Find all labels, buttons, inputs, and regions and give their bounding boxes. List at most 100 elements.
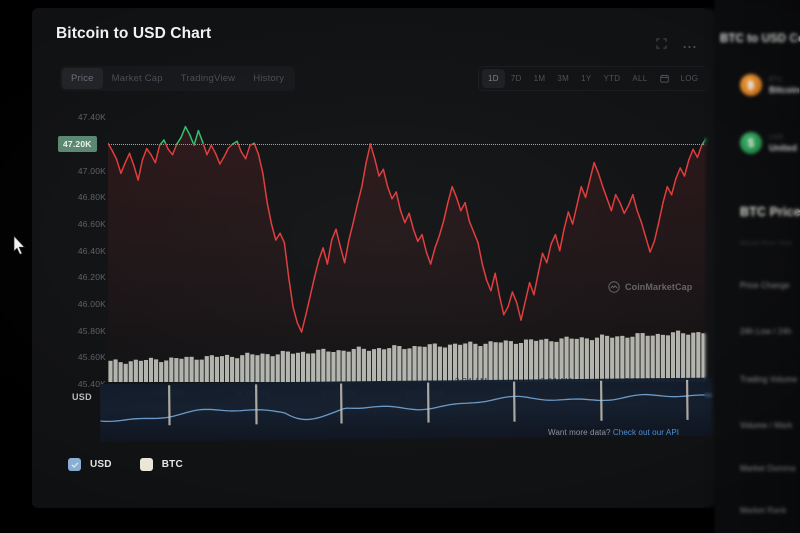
price-segment — [348, 221, 354, 241]
price-segment — [300, 313, 307, 333]
price-segment — [550, 233, 557, 245]
price-segment — [640, 221, 647, 239]
price-chart-plot[interactable] — [107, 104, 707, 384]
tab-history[interactable]: History — [253, 73, 285, 84]
y-axis-tick: 46.00K — [77, 299, 106, 309]
range-ytd[interactable]: YTD — [603, 74, 621, 83]
price-segment — [610, 193, 617, 212]
price-segment — [546, 243, 552, 264]
legend-label-usd: USD — [90, 459, 112, 470]
range-1m[interactable]: 1M — [533, 74, 546, 83]
price-segment — [275, 232, 281, 241]
legend-item-usd[interactable]: USD — [68, 458, 112, 471]
y-axis-tick: 47.00K — [77, 165, 106, 176]
price-segment — [356, 185, 363, 205]
price-segment — [159, 139, 165, 145]
chart-window-controls — [656, 36, 696, 54]
price-line-svg — [107, 125, 707, 384]
price-segment — [128, 152, 135, 167]
stat-row: Volume / Mark — [740, 421, 793, 430]
price-segment — [313, 259, 320, 279]
currency-row-usd[interactable]: $ USD United S — [740, 132, 800, 154]
price-segment — [369, 143, 376, 160]
api-callout-text: Want more data? — [548, 428, 611, 437]
tab-tradingview[interactable]: TradingView — [180, 73, 236, 84]
price-segment — [627, 193, 634, 207]
price-segment — [460, 201, 466, 212]
tab-market-cap[interactable]: Market Cap — [111, 73, 163, 84]
price-segment — [210, 144, 217, 155]
price-segment — [696, 144, 703, 159]
price-segment — [511, 291, 518, 304]
price-segment — [240, 151, 247, 160]
price-segment — [171, 143, 178, 156]
currency-meta-btc: BTC Bitcoin — [769, 76, 800, 95]
price-segment — [558, 228, 565, 252]
usd-checkbox-icon[interactable] — [68, 458, 81, 471]
reflection-gridline — [685, 379, 689, 420]
price-segment — [692, 148, 699, 159]
price-segment — [675, 167, 681, 180]
coinmarketcap-logo-icon — [608, 281, 620, 293]
price-segment — [533, 272, 539, 296]
price-segment — [227, 143, 234, 149]
range-7d[interactable]: 7D — [510, 74, 522, 83]
price-segment — [115, 158, 122, 175]
price-segment — [662, 185, 669, 204]
converter-title: BTC to USD Co — [720, 33, 800, 45]
price-segment — [645, 236, 651, 253]
price-segment — [528, 281, 535, 296]
legend-item-btc[interactable]: BTC — [139, 458, 183, 471]
price-segment — [447, 185, 453, 204]
price-segment — [571, 204, 578, 225]
stat-row: Market Rank — [740, 506, 787, 515]
price-segment — [563, 211, 570, 231]
price-segment — [490, 272, 496, 292]
fullscreen-icon[interactable] — [656, 36, 667, 54]
price-segment — [391, 191, 397, 200]
range-1d[interactable]: 1D — [482, 69, 505, 88]
currency-row-btc[interactable]: ฿ BTC Bitcoin — [740, 74, 800, 96]
price-segment — [237, 143, 243, 153]
price-segment — [206, 144, 212, 156]
currency-meta-usd: USD United S — [769, 134, 800, 153]
price-segment — [326, 239, 333, 265]
price-segment — [219, 155, 225, 165]
price-segment — [653, 221, 660, 243]
api-link[interactable]: Check out our API — [612, 428, 680, 437]
bitcoin-icon: ฿ — [740, 74, 762, 96]
price-segment — [481, 263, 488, 281]
price-segment — [270, 223, 277, 241]
price-segment — [649, 240, 656, 253]
chart-tabs: Price Market Cap TradingView History — [60, 66, 296, 91]
price-segment — [619, 201, 626, 215]
y-axis-tick: 45.80K — [77, 325, 106, 336]
range-3m[interactable]: 3M — [557, 74, 570, 83]
currency-name-btc: Bitcoin — [769, 84, 800, 95]
range-all[interactable]: ALL — [632, 74, 648, 83]
price-segment — [257, 153, 264, 175]
price-segment — [279, 232, 286, 244]
stat-row: 24h Low / 24h — [740, 327, 792, 336]
price-segment — [150, 153, 157, 164]
price-segment — [537, 252, 544, 275]
calendar-icon[interactable] — [654, 70, 675, 87]
legend-label-btc: BTC — [161, 459, 183, 470]
tab-price[interactable]: Price — [62, 68, 103, 89]
price-segment — [214, 152, 221, 165]
more-options-icon[interactable] — [683, 36, 696, 54]
reference-line — [108, 144, 706, 145]
price-segment — [464, 201, 471, 223]
btc-checkbox-icon[interactable] — [139, 458, 153, 471]
range-1y[interactable]: 1Y — [581, 74, 592, 83]
price-segment — [365, 143, 372, 164]
price-segment — [606, 197, 613, 212]
price-segment — [296, 321, 303, 333]
price-segment — [352, 203, 359, 224]
y-axis-tick: 45.40K — [77, 379, 106, 389]
log-scale-toggle[interactable]: LOG — [680, 74, 699, 83]
price-segment — [602, 185, 608, 200]
price-segment — [632, 193, 638, 212]
y-axis-tick: 46.60K — [77, 219, 106, 229]
